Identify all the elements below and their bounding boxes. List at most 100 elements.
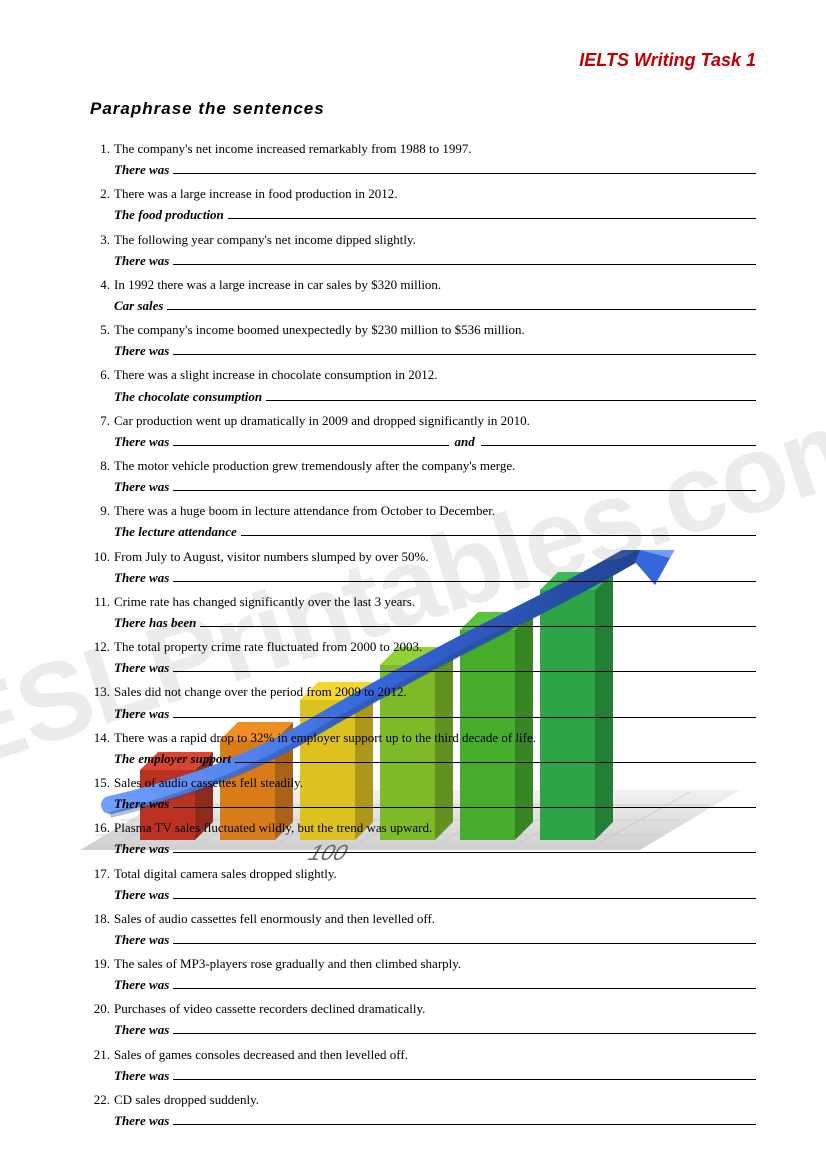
prompt-text: Total digital camera sales dropped sligh… [114, 864, 756, 884]
blank-line[interactable] [235, 751, 756, 763]
answer-line: There was [114, 1111, 756, 1131]
answer-line: There was [114, 341, 756, 361]
answer-line: There was [114, 658, 756, 678]
answer-prefix: There was [114, 839, 173, 859]
exercise-item: Purchases of video cassette recorders de… [114, 999, 756, 1040]
answer-prefix: There was [114, 794, 173, 814]
exercise-item: Crime rate has changed significantly ove… [114, 592, 756, 633]
blank-line[interactable] [173, 661, 756, 673]
exercise-item: The company's net income increased remar… [114, 139, 756, 180]
answer-line: There was [114, 251, 756, 271]
prompt-text: There was a slight increase in chocolate… [114, 365, 756, 385]
answer-line: There was [114, 160, 756, 180]
blank-line[interactable] [173, 479, 756, 491]
prompt-text: The motor vehicle production grew tremen… [114, 456, 756, 476]
prompt-text: There was a large increase in food produ… [114, 184, 756, 204]
exercise-item: There was a huge boom in lecture attenda… [114, 501, 756, 542]
answer-line: The food production [114, 205, 756, 225]
answer-prefix: There was [114, 432, 173, 452]
answer-line: There was [114, 1020, 756, 1040]
blank-line[interactable] [173, 1068, 756, 1080]
blank-line[interactable] [173, 253, 756, 265]
blank-line[interactable] [173, 978, 756, 990]
prompt-text: There was a huge boom in lecture attenda… [114, 501, 756, 521]
answer-line: There was [114, 477, 756, 497]
exercise-item: From July to August, visitor numbers slu… [114, 547, 756, 588]
answer-prefix: The chocolate consumption [114, 387, 266, 407]
answer-prefix: There was [114, 341, 173, 361]
exercise-item: Plasma TV sales fluctuated wildly, but t… [114, 818, 756, 859]
exercise-item: Total digital camera sales dropped sligh… [114, 864, 756, 905]
blank-line[interactable] [200, 615, 756, 627]
answer-prefix: There was [114, 1066, 173, 1086]
prompt-text: The following year company's net income … [114, 230, 756, 250]
prompt-text: The company's net income increased remar… [114, 139, 756, 159]
answer-line: There was [114, 1066, 756, 1086]
blank-line[interactable] [173, 1023, 756, 1035]
prompt-text: Car production went up dramatically in 2… [114, 411, 756, 431]
exercise-item: The total property crime rate fluctuated… [114, 637, 756, 678]
prompt-text: From July to August, visitor numbers slu… [114, 547, 756, 567]
answer-prefix: There was [114, 1020, 173, 1040]
blank-line[interactable] [173, 796, 756, 808]
blank-line[interactable] [228, 208, 756, 220]
prompt-text: In 1992 there was a large increase in ca… [114, 275, 756, 295]
blank-line[interactable] [173, 434, 448, 446]
answer-prefix: There was [114, 1111, 173, 1131]
exercise-list: The company's net income increased remar… [90, 139, 756, 1131]
prompt-text: Sales did not change over the period fro… [114, 682, 756, 702]
answer-prefix: There was [114, 975, 173, 995]
exercise-item: There was a rapid drop to 32% in employe… [114, 728, 756, 769]
answer-prefix: There was [114, 568, 173, 588]
blank-line[interactable] [173, 932, 756, 944]
blank-line[interactable] [173, 162, 756, 174]
prompt-text: Crime rate has changed significantly ove… [114, 592, 756, 612]
exercise-item: The motor vehicle production grew tremen… [114, 456, 756, 497]
blank-line[interactable] [173, 842, 756, 854]
answer-prefix: There was [114, 930, 173, 950]
prompt-text: The sales of MP3-players rose gradually … [114, 954, 756, 974]
blank-line[interactable] [173, 344, 756, 356]
blank-line[interactable] [173, 1113, 756, 1125]
answer-line: There was [114, 568, 756, 588]
answer-prefix: There was [114, 160, 173, 180]
exercise-item: The company's income boomed unexpectedly… [114, 320, 756, 361]
exercise-item: CD sales dropped suddenly.There was [114, 1090, 756, 1131]
prompt-text: The company's income boomed unexpectedly… [114, 320, 756, 340]
prompt-text: There was a rapid drop to 32% in employe… [114, 728, 756, 748]
answer-line: There has been [114, 613, 756, 633]
prompt-text: Purchases of video cassette recorders de… [114, 999, 756, 1019]
exercise-item: The sales of MP3-players rose gradually … [114, 954, 756, 995]
blank-line[interactable] [173, 887, 756, 899]
answer-line: The lecture attendance [114, 522, 756, 542]
prompt-text: Sales of audio cassettes fell enormously… [114, 909, 756, 929]
answer-line: Car sales [114, 296, 756, 316]
answer-prefix: The food production [114, 205, 228, 225]
blank-line[interactable] [481, 434, 756, 446]
answer-line: There was [114, 975, 756, 995]
answer-prefix: There was [114, 251, 173, 271]
blank-line[interactable] [167, 298, 756, 310]
section-title: Paraphrase the sentences [90, 99, 756, 119]
exercise-item: Sales of audio cassettes fell steadily.T… [114, 773, 756, 814]
blank-line[interactable] [173, 570, 756, 582]
blank-line[interactable] [241, 525, 756, 537]
answer-prefix: There was [114, 885, 173, 905]
answer-prefix: The lecture attendance [114, 522, 241, 542]
prompt-text: Sales of games consoles decreased and th… [114, 1045, 756, 1065]
answer-prefix: There was [114, 704, 173, 724]
blank-line[interactable] [266, 389, 756, 401]
exercise-item: There was a large increase in food produ… [114, 184, 756, 225]
blank-line[interactable] [173, 706, 756, 718]
exercise-item: Car production went up dramatically in 2… [114, 411, 756, 452]
prompt-text: The total property crime rate fluctuated… [114, 637, 756, 657]
exercise-item: Sales of audio cassettes fell enormously… [114, 909, 756, 950]
answer-prefix: There has been [114, 613, 200, 633]
exercise-item: There was a slight increase in chocolate… [114, 365, 756, 406]
answer-line: There was [114, 885, 756, 905]
answer-line: The employer support [114, 749, 756, 769]
answer-line: There wasand [114, 432, 756, 452]
answer-line: There was [114, 930, 756, 950]
prompt-text: CD sales dropped suddenly. [114, 1090, 756, 1110]
exercise-item: Sales of games consoles decreased and th… [114, 1045, 756, 1086]
